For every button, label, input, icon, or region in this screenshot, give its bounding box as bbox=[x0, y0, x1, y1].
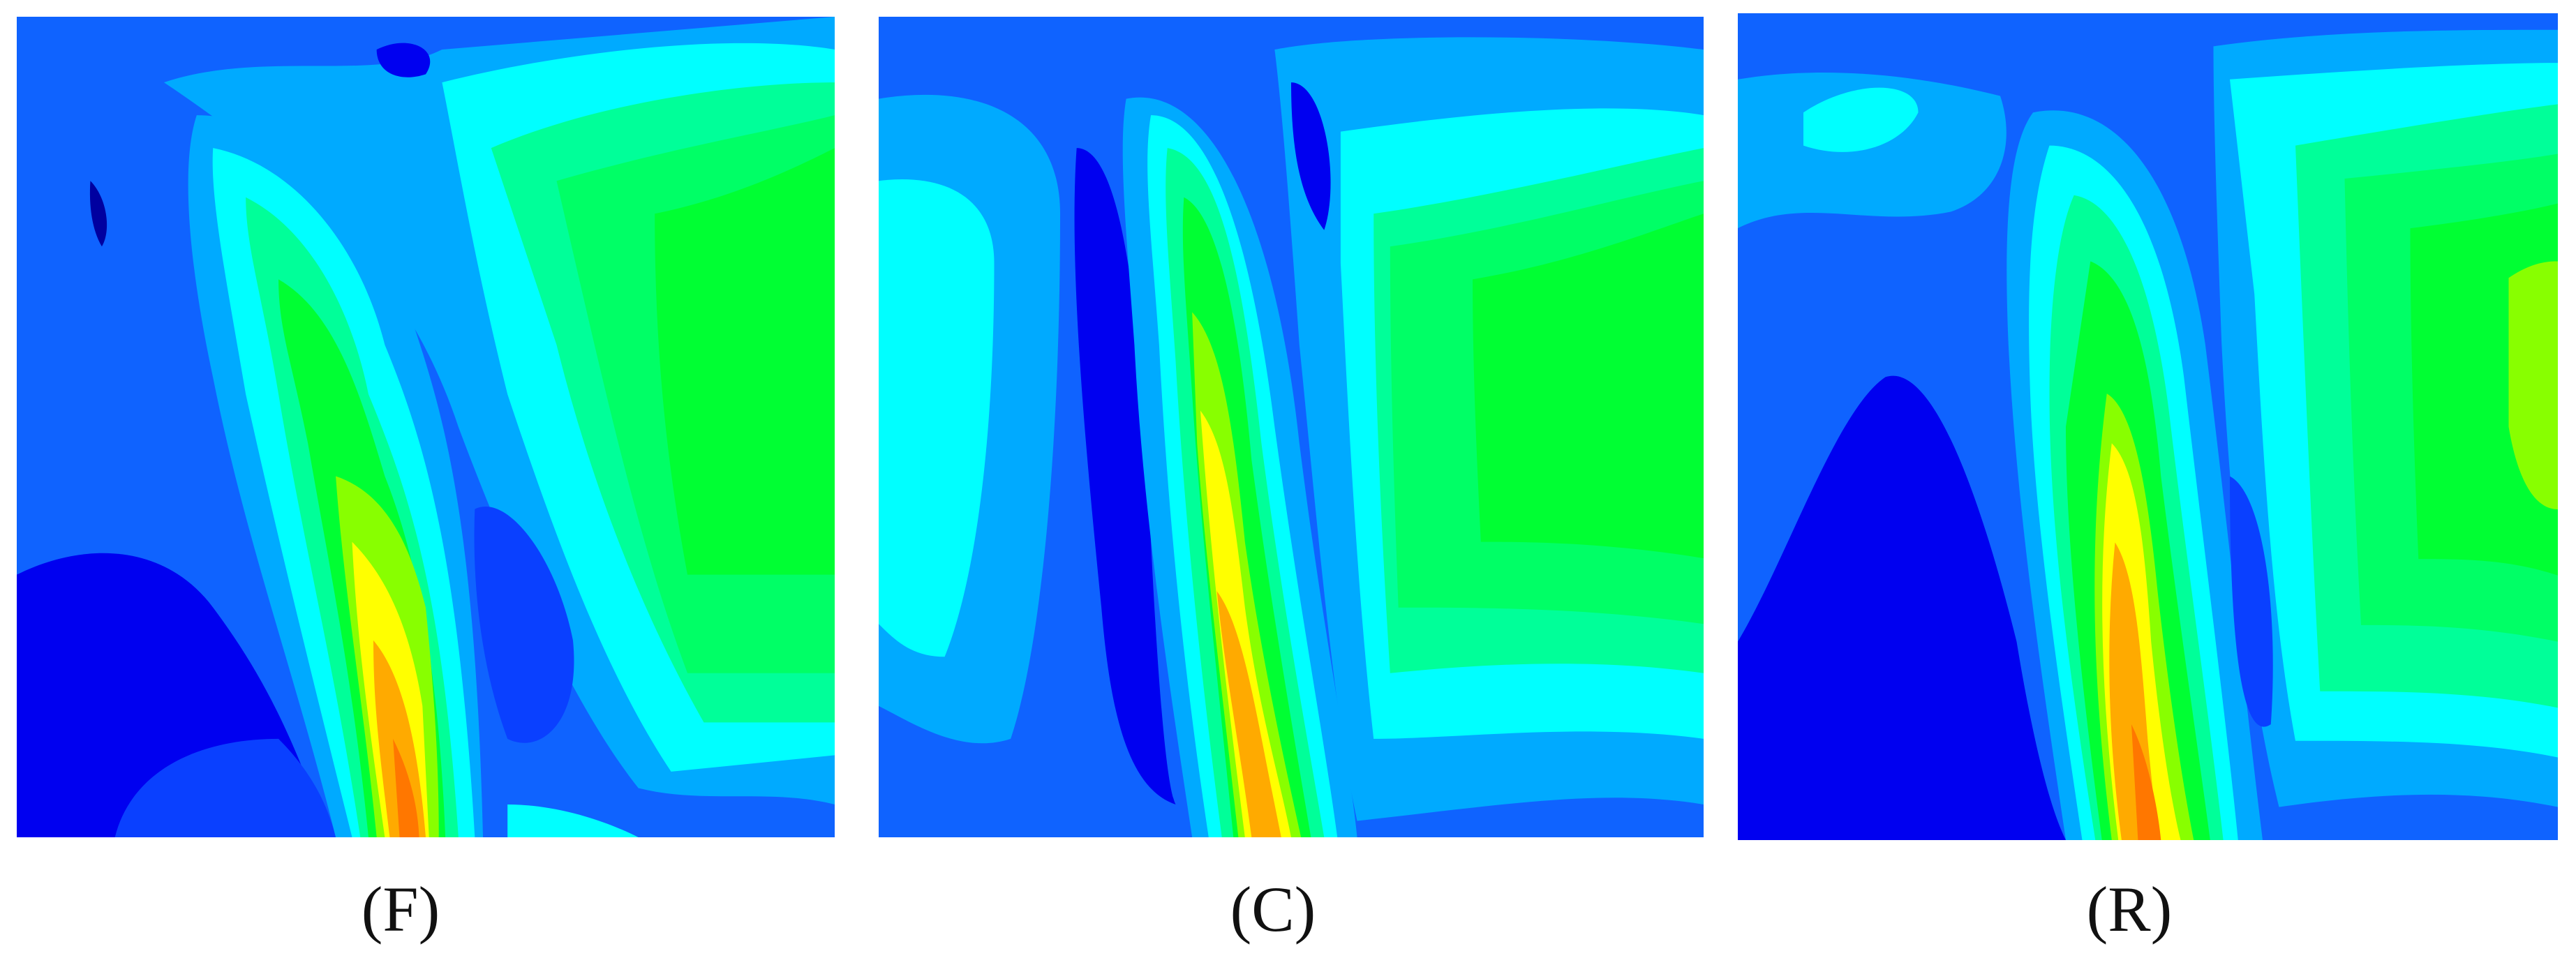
panel-label: (C) bbox=[1230, 874, 1316, 945]
panel-r bbox=[1738, 13, 2558, 840]
panel-label: (F) bbox=[362, 874, 440, 945]
panel-f bbox=[17, 17, 835, 837]
panel-label: (R) bbox=[2087, 874, 2173, 945]
panel-c bbox=[879, 17, 1704, 837]
